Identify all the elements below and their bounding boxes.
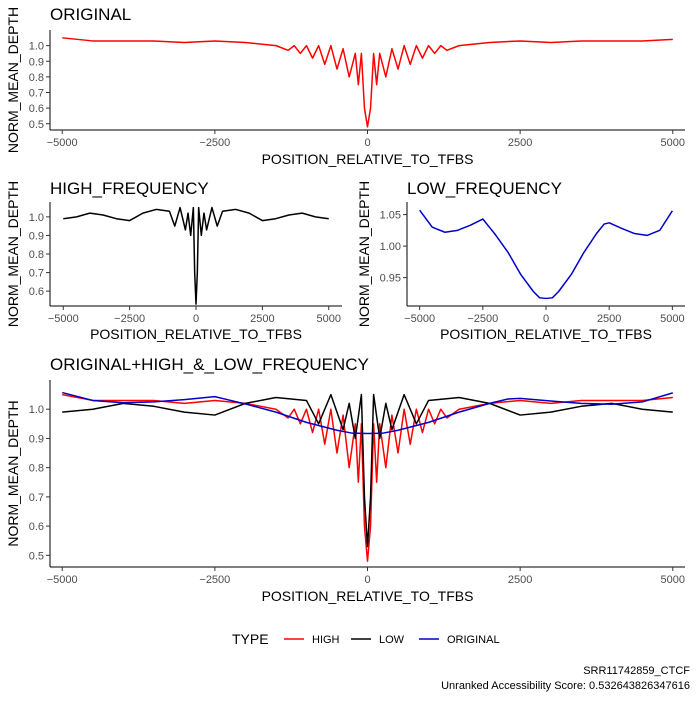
x-axis-label: POSITION_RELATIVE_TO_TFBS — [440, 326, 652, 342]
y-tick-label: 1.05 — [380, 210, 401, 222]
panel-title: LOW_FREQUENCY — [407, 179, 562, 198]
panel-2: LOW_FREQUENCY −5000 −2500 0 2500 5000 0.95 1.00… — [356, 179, 685, 342]
x-tick-label: −5000 — [47, 574, 78, 586]
series-line-1 — [62, 393, 673, 548]
panel-0: ORIGINAL −5000 −2500 0 2500 5000 0.5 0.6 0.7 0.8 0… — [5, 5, 685, 167]
series-line-0 — [62, 37, 673, 128]
y-tick-label: 0.9 — [29, 56, 44, 68]
y-axis-label: NORM_MEAN_DEPTH — [356, 181, 372, 327]
panel-1: HIGH_FREQUENCY −5000 −2500 0 2500 5000 0.6 0.7 0… — [5, 179, 342, 342]
y-tick-label: 1.0 — [29, 212, 44, 224]
x-tick-label: 0 — [364, 574, 370, 586]
x-tick-label: −2500 — [114, 313, 145, 325]
legend-label: HIGH — [312, 634, 340, 646]
y-tick-label: 0.6 — [29, 286, 44, 298]
y-tick-label: 0.95 — [380, 273, 401, 285]
legend-label: ORIGINAL — [447, 634, 500, 646]
x-tick-label: 2500 — [508, 574, 532, 586]
y-tick-label: 0.9 — [29, 433, 44, 445]
x-tick-label: 5000 — [661, 574, 685, 586]
x-tick-label: 0 — [543, 313, 549, 325]
panel-title: ORIGINAL+HIGH_&_LOW_FREQUENCY — [50, 355, 369, 374]
y-tick-label: 0.7 — [29, 492, 44, 504]
legend: TYPE HIGH LOW ORIGINAL — [232, 631, 500, 647]
x-tick-label: −2500 — [199, 137, 230, 149]
x-tick-label: 0 — [364, 137, 370, 149]
panel-title: HIGH_FREQUENCY — [50, 179, 209, 198]
panel-title: ORIGINAL — [50, 5, 131, 24]
y-tick-label: 0.7 — [29, 268, 44, 280]
y-tick-label: 0.9 — [29, 230, 44, 242]
y-axis-label: NORM_MEAN_DEPTH — [5, 181, 21, 327]
y-tick-label: 0.8 — [29, 72, 44, 84]
y-axis-label: NORM_MEAN_DEPTH — [5, 400, 21, 546]
x-tick-label: 2500 — [597, 313, 621, 325]
legend-label: LOW — [379, 634, 405, 646]
y-tick-label: 1.00 — [380, 241, 401, 253]
x-tick-label: 2500 — [508, 137, 532, 149]
caption-score: Unranked Accessibility Score: 0.53264382… — [441, 680, 690, 692]
series-line-2 — [62, 391, 674, 435]
x-axis-label: POSITION_RELATIVE_TO_TFBS — [262, 588, 474, 604]
x-tick-label: −5000 — [48, 313, 79, 325]
legend-title: TYPE — [232, 631, 269, 647]
y-tick-label: 0.6 — [29, 103, 44, 115]
y-axis-label: NORM_MEAN_DEPTH — [5, 7, 21, 153]
y-tick-label: 0.8 — [29, 249, 44, 261]
series-line-0 — [419, 209, 673, 300]
x-tick-label: −5000 — [47, 137, 78, 149]
y-tick-label: 0.5 — [29, 550, 44, 562]
x-tick-label: 5000 — [316, 313, 340, 325]
x-axis-label: POSITION_RELATIVE_TO_TFBS — [90, 326, 302, 342]
x-tick-label: −5000 — [404, 313, 435, 325]
x-tick-label: 2500 — [250, 313, 274, 325]
x-tick-label: 5000 — [660, 313, 684, 325]
y-tick-label: 0.5 — [29, 119, 44, 131]
y-tick-label: 0.6 — [29, 521, 44, 533]
y-tick-label: 1.0 — [29, 404, 44, 416]
caption-sample-id: SRR11742859_CTCF — [583, 665, 690, 677]
y-tick-label: 1.0 — [29, 41, 44, 53]
x-tick-label: 0 — [193, 313, 199, 325]
x-axis-label: POSITION_RELATIVE_TO_TFBS — [262, 151, 474, 167]
y-tick-label: 0.7 — [29, 88, 44, 100]
x-tick-label: −2500 — [467, 313, 498, 325]
panel-3: ORIGINAL+HIGH_&_LOW_FREQUENCY −5000 −2500 0… — [5, 355, 685, 604]
series-line-0 — [63, 206, 329, 305]
x-tick-label: −2500 — [199, 574, 230, 586]
y-tick-label: 0.8 — [29, 463, 44, 475]
x-tick-label: 5000 — [661, 137, 685, 149]
caption: SRR11742859_CTCF Unranked Accessibility S… — [441, 665, 690, 692]
